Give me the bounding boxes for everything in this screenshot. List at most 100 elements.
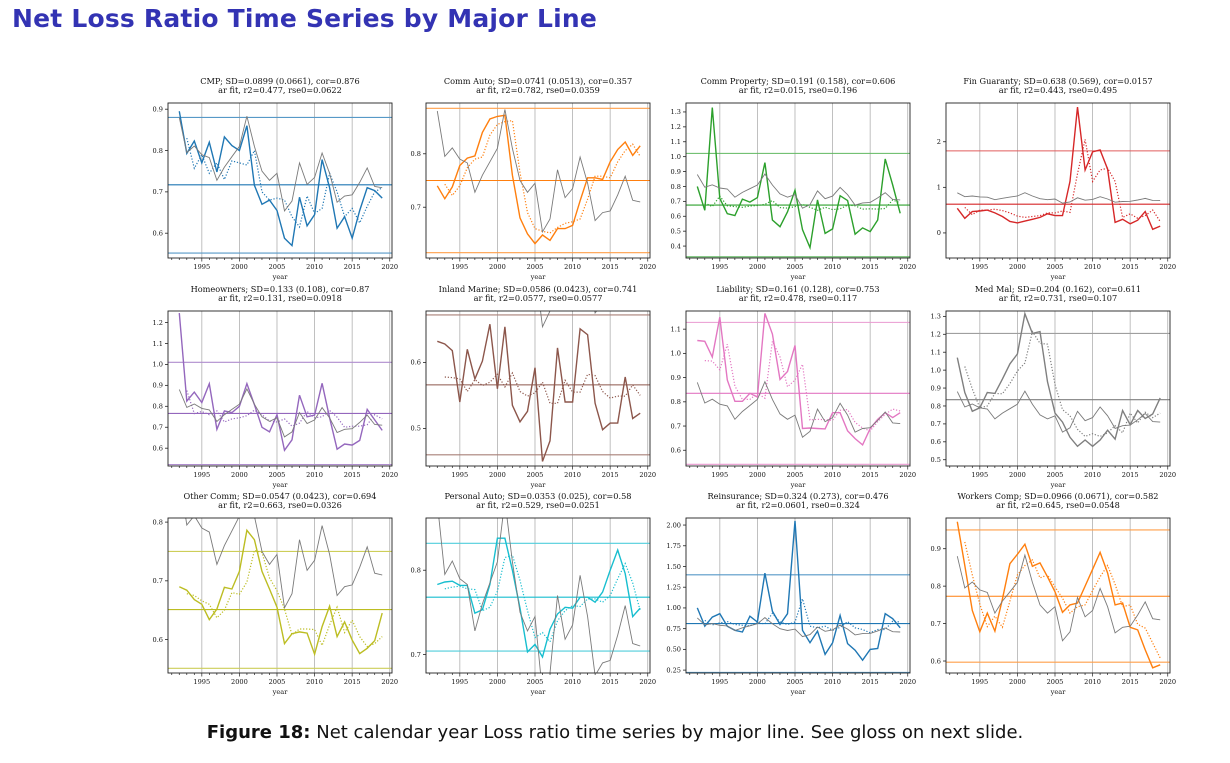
x-tick-label: 2020 [639, 263, 656, 271]
plot-frame [945, 517, 1171, 674]
x-tick-label: 2005 [269, 678, 286, 686]
x-tick-label: 2010 [824, 678, 841, 686]
y-tick-label: 0.8 [411, 150, 422, 158]
plot-frame [945, 102, 1171, 259]
y-tick-label: 0.5 [671, 227, 682, 235]
panel-title: Fin Guaranty; SD=0.638 (0.569), cor=0.01… [963, 76, 1152, 86]
x-tick-label: 2005 [1047, 471, 1064, 479]
x-tick-label: 2005 [787, 678, 804, 686]
x-tick-label: 2010 [824, 471, 841, 479]
panel-subtitle: ar fit, r2=0.0601, rse0=0.324 [736, 500, 860, 510]
x-tick-label: 2000 [749, 678, 766, 686]
y-tick-label: 0.9 [671, 374, 682, 382]
series-actual [436, 114, 641, 245]
y-tick-label: 1.2 [931, 331, 942, 339]
x-tick-label: 2015 [1122, 263, 1139, 271]
x-tick-label: 2020 [1159, 678, 1176, 686]
plot-frame [685, 517, 911, 674]
x-tick-label: 2005 [787, 471, 804, 479]
x-axis-label: year [1050, 481, 1067, 489]
y-tick-label: 1.1 [671, 138, 682, 146]
x-tick-label: 2020 [899, 471, 916, 479]
panel-subtitle: ar fit, r2=0.0577, rse0=0.0577 [474, 293, 603, 303]
y-tick-label: 0.7 [153, 188, 164, 196]
y-tick-label: 1.25 [666, 584, 681, 592]
series-ar-fit [964, 330, 1161, 438]
x-tick-label: 1995 [193, 471, 210, 479]
x-axis-label: year [272, 273, 289, 281]
x-tick-label: 2010 [564, 263, 581, 271]
y-tick-label: 0.9 [153, 106, 164, 114]
y-tick-label: 0.9 [671, 168, 682, 176]
series-industry [956, 553, 1161, 642]
series-industry [436, 109, 641, 234]
x-tick-label: 2005 [1047, 263, 1064, 271]
y-tick-label: 1.1 [671, 325, 682, 333]
series-industry [178, 116, 383, 212]
x-tick-label: 2020 [639, 678, 656, 686]
x-tick-label: 2020 [899, 263, 916, 271]
panel-subtitle: ar fit, r2=0.645, rse0=0.0548 [996, 500, 1120, 510]
y-tick-label: 0.6 [153, 636, 164, 644]
x-tick-label: 2010 [1084, 678, 1101, 686]
panel-subtitle: ar fit, r2=0.529, rse0=0.0251 [476, 500, 600, 510]
x-tick-label: 2005 [527, 678, 544, 686]
plot-frame [685, 102, 911, 259]
x-tick-label: 2015 [344, 263, 361, 271]
y-tick-label: 0.7 [931, 420, 942, 428]
x-tick-label: 1995 [711, 263, 728, 271]
y-tick-label: 1.00 [666, 604, 681, 612]
x-axis-label: year [1050, 688, 1067, 696]
x-tick-label: 1995 [971, 678, 988, 686]
y-tick-label: 0.7 [153, 424, 164, 432]
x-tick-label: 2000 [749, 471, 766, 479]
x-tick-label: 2020 [381, 263, 398, 271]
x-axis-label: year [790, 481, 807, 489]
y-tick-label: 0.7 [671, 198, 682, 206]
panel-subtitle: ar fit, r2=0.015, rse0=0.196 [739, 85, 857, 95]
series-industry [696, 380, 901, 438]
x-tick-label: 2005 [269, 263, 286, 271]
chart-panel: Homeowners; SD=0.133 (0.108), cor=0.87ar… [153, 284, 399, 489]
series-ar-fit [186, 137, 383, 229]
series-actual [697, 313, 901, 447]
x-tick-label: 2015 [602, 471, 619, 479]
y-tick-label: 0.6 [931, 657, 942, 665]
x-tick-label: 1995 [451, 471, 468, 479]
x-axis-label: year [790, 273, 807, 281]
x-axis-label: year [272, 688, 289, 696]
y-tick-label: 0.6 [671, 447, 682, 455]
y-tick-label: 0.9 [931, 545, 942, 553]
y-tick-label: 1.2 [671, 123, 682, 131]
plot-frame [425, 310, 651, 467]
series-ar-fit [444, 371, 641, 404]
y-tick-label: 0.8 [931, 402, 942, 410]
y-tick-label: 0.75 [666, 625, 681, 633]
x-tick-label: 1995 [193, 263, 210, 271]
series-industry [957, 192, 1161, 204]
series-actual [956, 107, 1161, 231]
panel-title: Liability; SD=0.161 (0.128), cor=0.753 [716, 284, 879, 294]
x-tick-label: 2000 [231, 678, 248, 686]
y-tick-label: 1.3 [931, 313, 942, 321]
y-tick-label: 0.8 [671, 398, 682, 406]
y-tick-label: 0.8 [153, 403, 164, 411]
x-tick-label: 2010 [306, 471, 323, 479]
x-tick-label: 2015 [862, 471, 879, 479]
series-industry [696, 617, 901, 638]
y-tick-label: 0.50 [666, 646, 681, 654]
x-tick-label: 1995 [711, 678, 728, 686]
plot-frame [167, 102, 393, 259]
y-tick-label: 0.7 [671, 422, 682, 430]
series-ar-fit [964, 139, 1161, 222]
panel-subtitle: ar fit, r2=0.477, rse0=0.0622 [218, 85, 342, 95]
panel-subtitle: ar fit, r2=0.443, rse0=0.495 [999, 85, 1117, 95]
series-ar-fit [186, 390, 383, 428]
chart-panel: Liability; SD=0.161 (0.128), cor=0.753ar… [671, 284, 917, 489]
plot-frame [945, 310, 1171, 467]
y-tick-label: 0.5 [411, 425, 422, 433]
x-tick-label: 2020 [1159, 471, 1176, 479]
y-tick-label: 1.0 [671, 153, 682, 161]
x-tick-label: 2000 [489, 471, 506, 479]
x-tick-label: 2005 [527, 471, 544, 479]
